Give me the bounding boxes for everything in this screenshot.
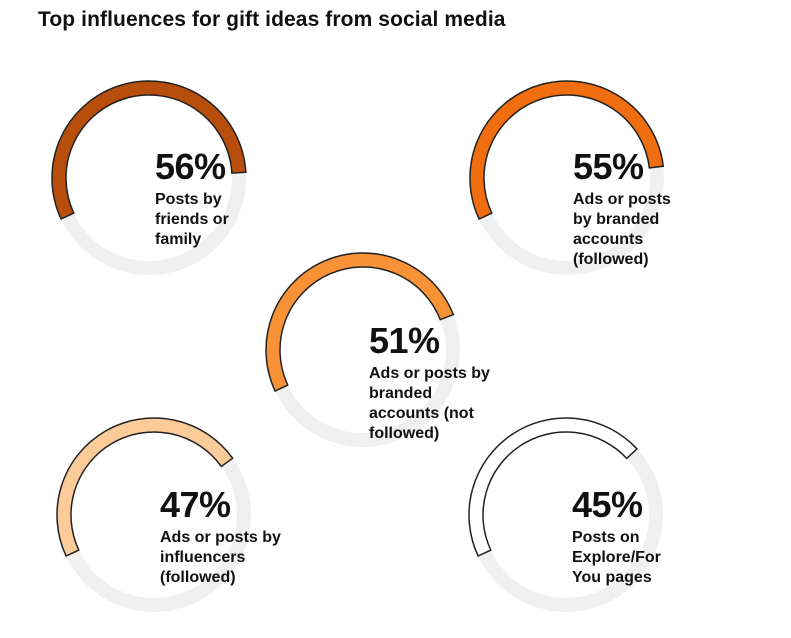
gauge-2 [469, 80, 665, 276]
gauge-5-desc: Posts on Explore/For You pages [572, 529, 661, 586]
gauge-3-desc: Ads or posts by branded accounts (not fo… [369, 365, 490, 442]
gauge-5-label: 45% Posts on Explore/For You pages [572, 486, 682, 588]
gauge-1-arc [51, 80, 247, 220]
gauge-2-label: 55% Ads or posts by branded accounts (fo… [573, 148, 691, 270]
gauge-4-value: 47% [160, 484, 231, 525]
gauge-2-arc [469, 80, 665, 220]
gauge-2-desc: Ads or posts by branded accounts (follow… [573, 191, 671, 268]
chart-title: Top influences for gift ideas from socia… [38, 8, 506, 31]
gauge-5 [468, 417, 663, 613]
gauge-3-value: 51% [369, 320, 440, 361]
gauge-2-value: 55% [573, 146, 644, 187]
gauge-5-value: 45% [572, 484, 643, 525]
gauge-3-arc [265, 252, 455, 392]
gauge-5-arc [468, 417, 639, 557]
gauge-1-desc: Posts by friends or family [155, 191, 229, 248]
gauge-4-desc: Ads or posts by influencers (followed) [160, 529, 281, 586]
gauge-3 [265, 252, 460, 448]
gauge-4-arc [56, 417, 234, 557]
gauge-1-label: 56% Posts by friends or family [155, 148, 255, 250]
gauge-4 [56, 417, 251, 613]
gauge-3-label: 51% Ads or posts by branded accounts (no… [369, 322, 497, 444]
gauge-1 [51, 80, 247, 276]
gauge-1-value: 56% [155, 146, 226, 187]
gauge-4-label: 47% Ads or posts by influencers (followe… [160, 486, 290, 588]
